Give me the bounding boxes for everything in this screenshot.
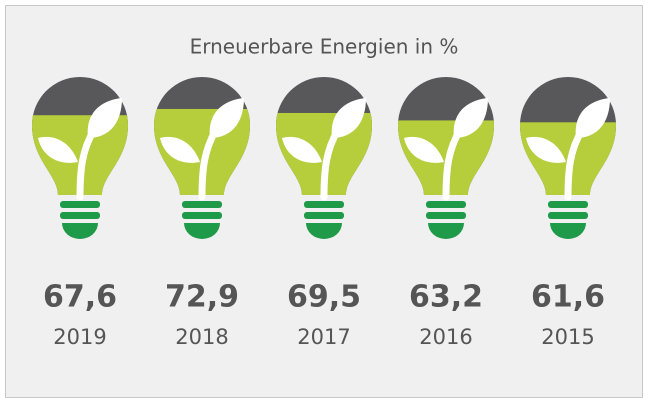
- leaf: [38, 136, 78, 163]
- value-label: 61,6: [531, 280, 605, 315]
- leaf: [453, 98, 488, 138]
- value-label: 63,2: [409, 280, 483, 315]
- leaf: [526, 136, 566, 163]
- bulb-cap: [306, 223, 342, 239]
- leaf: [87, 98, 122, 138]
- value-label: 67,6: [43, 280, 117, 315]
- leaf: [331, 98, 366, 138]
- bulb-cap: [62, 223, 98, 239]
- x-tick-label: 2015: [541, 325, 594, 349]
- bulb-base: [548, 212, 588, 219]
- x-tick-label: 2017: [297, 325, 350, 349]
- bulb-base: [60, 212, 100, 219]
- chart-title: Erneuerbare Energien in %: [190, 35, 459, 59]
- value-label: 69,5: [287, 280, 361, 315]
- leaf: [160, 136, 200, 163]
- bulb-base: [426, 212, 466, 219]
- value-label: 72,9: [165, 280, 239, 315]
- x-tick-label: 2018: [175, 325, 228, 349]
- bulb-cap: [428, 223, 464, 239]
- bulb-base: [548, 201, 588, 208]
- leaf: [209, 98, 244, 138]
- bulb-base: [426, 201, 466, 208]
- bulb-base: [182, 201, 222, 208]
- bulb-base: [182, 212, 222, 219]
- bulb-cap: [184, 223, 220, 239]
- x-tick-label: 2016: [419, 325, 472, 349]
- bulb-base: [60, 201, 100, 208]
- bulb-base: [304, 201, 344, 208]
- bulb-base: [304, 212, 344, 219]
- x-tick-label: 2019: [53, 325, 106, 349]
- bulb-cap: [550, 223, 586, 239]
- leaf: [404, 136, 444, 163]
- leaf: [282, 136, 322, 163]
- leaf: [575, 98, 610, 138]
